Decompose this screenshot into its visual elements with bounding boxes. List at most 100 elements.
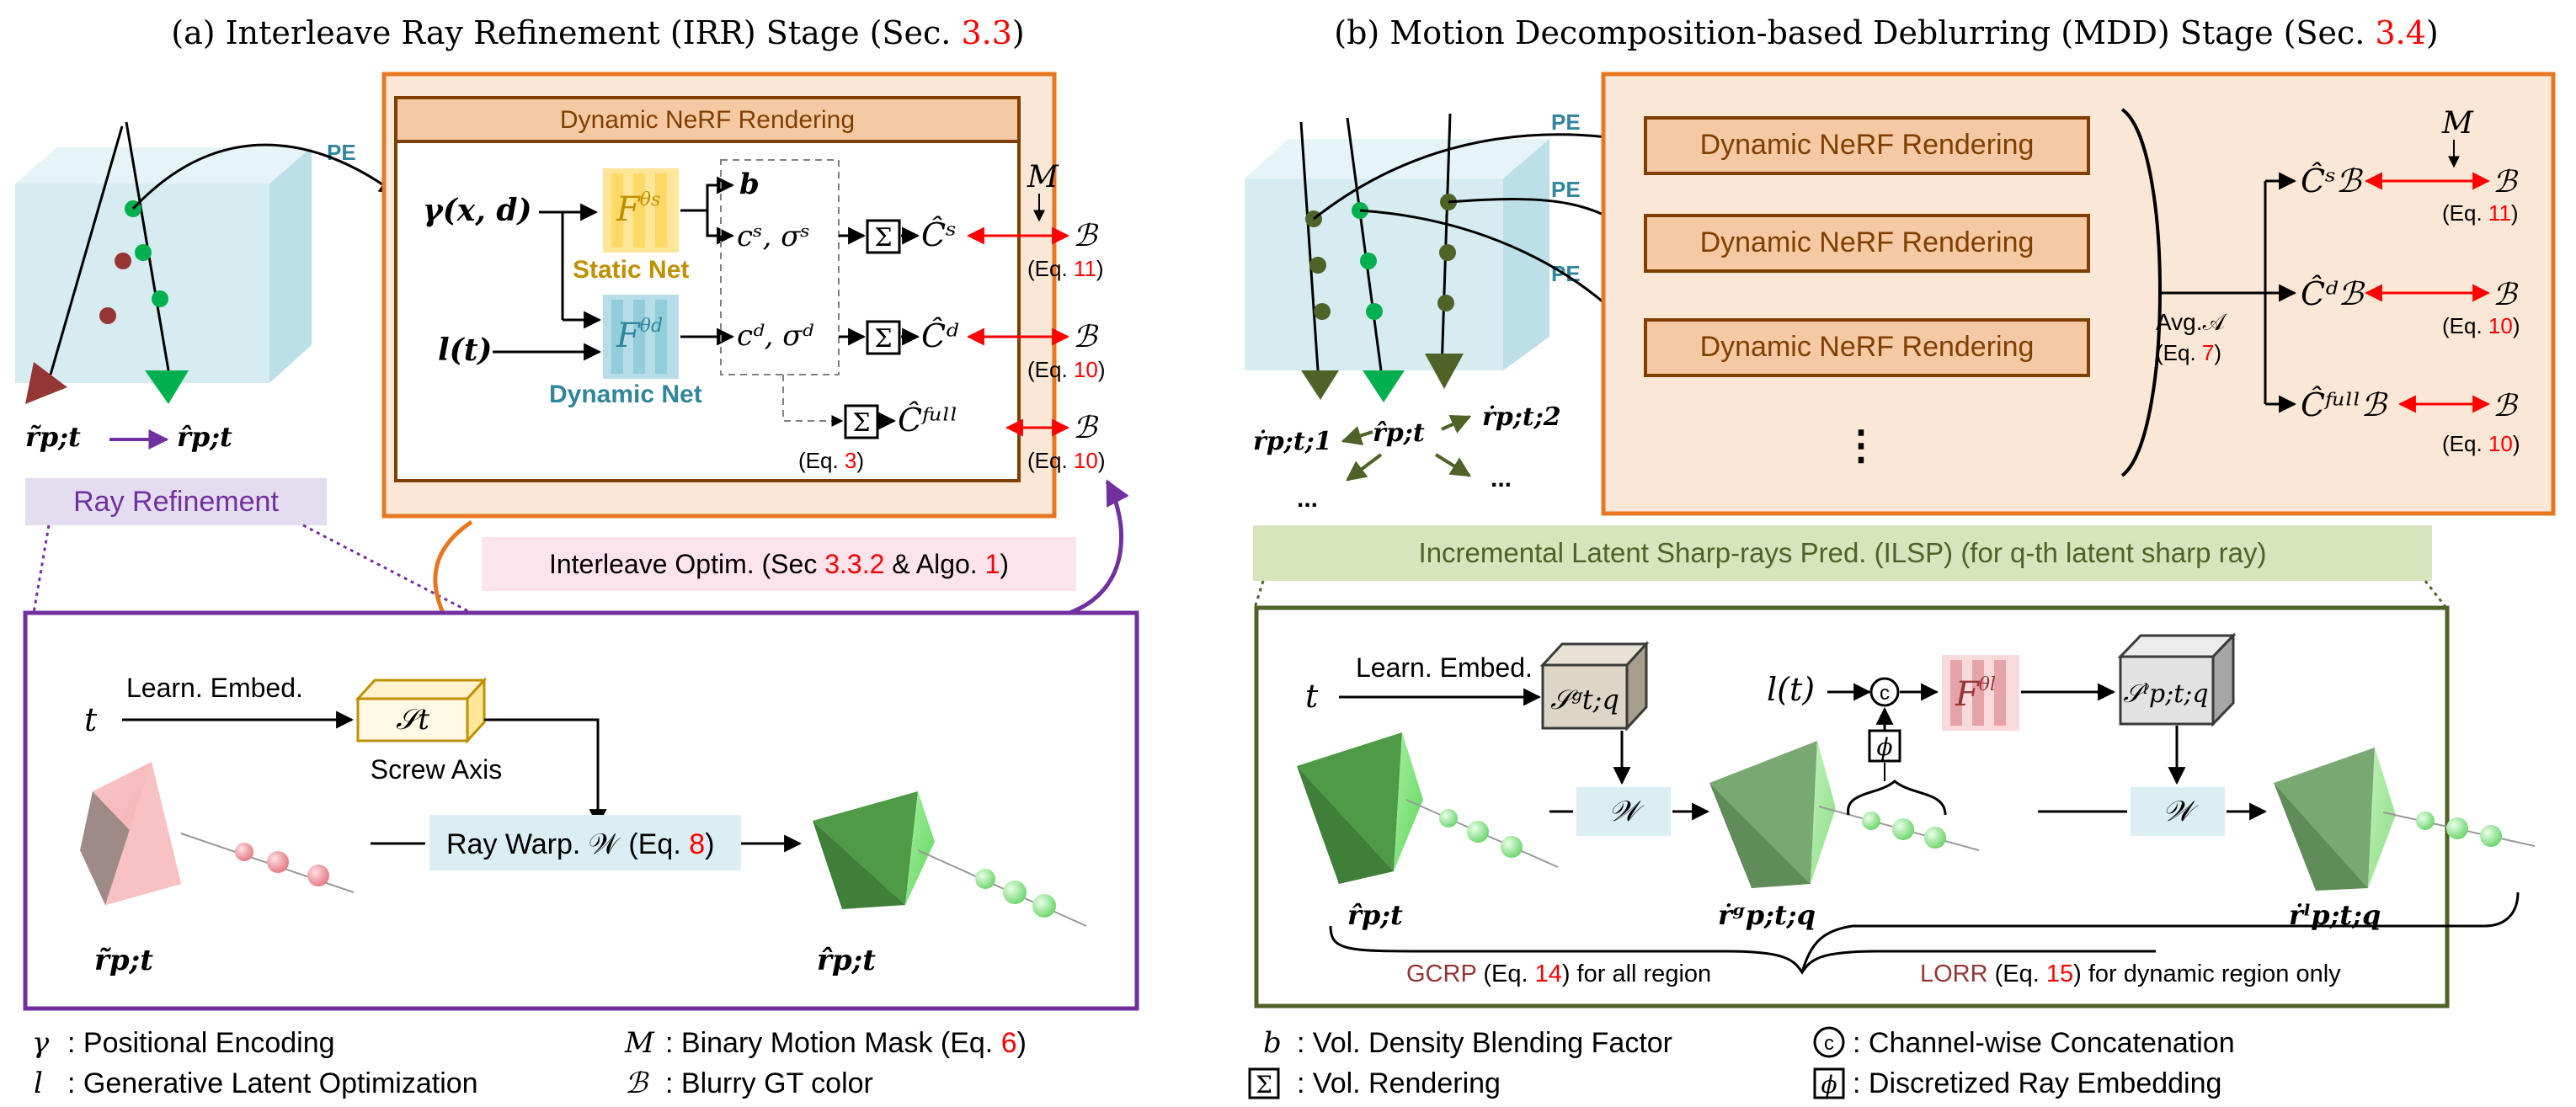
static-net-block [603,168,679,253]
legend-concat-text: : Channel-wise Concatenation [1853,1027,2235,1059]
svg-text:Σ: Σ [874,324,892,354]
stage-a-title: (a) Interleave Ray Refinement (IRR) Stag… [171,14,1024,51]
tag-dot-right [302,524,472,615]
legend-l-symbol: l [34,1067,43,1100]
lorr-brace [1800,891,2520,973]
legend-phi-symbol: ϕ [1821,1071,1837,1099]
gcrp-label: GCRP (Eq. 14) for all region [1406,961,1711,987]
screw-axis-label: Screw Axis [371,754,502,785]
svg-text:Σ: Σ [852,408,870,438]
b-output: b [739,168,760,201]
ilsp-panel [1254,605,2450,1009]
ray-tilde-pt: r̃p;t [94,944,153,977]
ilsp-title-bar [1253,525,2432,581]
rendering-box-b3 [1644,318,2090,377]
legend-sigma-text: : Vol. Rendering [1297,1067,1501,1099]
ray-warp-box [429,815,741,870]
rays-b [1299,113,1452,371]
legend-concat-symbol: c [1824,1032,1834,1055]
mask-m-a: M [1027,160,1059,194]
perturb-arrows [1341,415,1472,482]
legend-concat-circle [1813,1026,1845,1058]
dashed-group-box [720,159,840,375]
lt-input-a: l(t) [438,333,492,368]
screw-to-warp-arrow [484,718,607,828]
blurry-d-b: ℬ [2493,278,2519,312]
dynamic-net-label: Dynamic Net [549,381,702,408]
legend-bb-symbol: b [1263,1026,1282,1060]
lorr-label: LORR (Eq. 15) for dynamic region only [1920,961,2341,987]
blurry-full-a: ℬ [1073,411,1099,445]
legend-l-text: : Generative Latent Optimization [67,1067,478,1099]
legend-phi-box [1813,1067,1845,1099]
c-b-full: Ĉᶠᵘˡˡℬ [2301,386,2389,423]
f-static-symbol: Fθs [616,189,660,229]
lt-input-b: l(t) [1767,671,1815,708]
cs-out-arrow [706,210,735,245]
f-dynamic-symbol: Fθd [616,316,663,355]
camera-frustum-green-a [813,791,1087,927]
svg-text:Σ: Σ [874,223,892,253]
warp-box-l [2131,787,2225,836]
ray-refinement-tag [25,478,327,525]
legend-m-text: : Binary Motion Mask (Eq. 6) [665,1027,1027,1059]
camera-frustum-green-b3 [2274,748,2536,891]
interleave-arrow-up [1069,479,1129,615]
legend-gamma-text: : Positional Encoding [67,1027,335,1059]
ray-tilde-label-a: r̃p;t [25,421,81,453]
full-dashed-arrow [782,375,844,427]
ray-refinement-label: Ray Refinement [73,486,279,518]
legend-b-symbol: ℬ [625,1067,649,1100]
camera-frustum-green-b1 [1297,732,1559,884]
cd-output: cᵈ, σᵈ [737,319,813,353]
rendering-title-bar [394,96,1021,143]
learn-embed-b: Learn. Embed. [1356,652,1533,683]
camera-frustum-green-b2 [1709,741,1980,888]
legend-b-text: : Blurry GT color [665,1067,873,1099]
ray-1-label: ṙp;t;1 [1253,427,1332,456]
c-hat-s: Ĉˢ [921,216,957,253]
ilsp-dot-right [2424,580,2448,609]
eq3-label: (Eq. 3) [798,448,864,473]
c-b-s: Ĉˢℬ [2301,162,2364,200]
cs-output: cˢ, σˢ [737,220,810,253]
legend-gamma-symbol: γ [32,1026,50,1060]
learn-embed-a: Learn. Embed. [126,673,303,703]
c-hat-d: Ĉᵈ [921,317,959,354]
dynamic-net-block [603,295,679,379]
rendering-label-b1: Dynamic NeRF Rendering [1700,129,2035,161]
rendering-label-b3: Dynamic NeRF Rendering [1700,331,2035,363]
blurry-full-b: ℬ [2493,389,2519,423]
pe-label-b1: PE [1551,109,1581,135]
sl-cube [2117,632,2237,727]
ray-hat-pt-a: r̂p;t [817,944,876,977]
scene-cube-a [15,147,312,383]
latent-net-block [1942,655,2019,731]
sg-symbol: 𝒮ᵍt;q [1550,684,1619,716]
stage-b-title: (b) Motion Decomposition-based Deblurrin… [1334,14,2438,51]
eq11-label-a: (Eq. 11) [1027,256,1104,281]
eq10-label-b2: (Eq. 10) [2442,431,2520,456]
aggregate-brace [2120,108,2162,477]
ray-hat-label-b: r̂p;t [1373,418,1425,448]
tag-dot-left [32,524,51,614]
ray-refinement-panel [23,610,1139,1011]
b-out-arrow [706,176,735,210]
concat-symbol: c [1880,682,1890,705]
phi-box [1868,729,1901,763]
rendering-box-b1 [1644,116,2090,175]
ilsp-dot-left [1253,580,1265,609]
rendering-title-a: Dynamic NeRF Rendering [560,106,855,134]
warp-box-g [1576,787,1671,836]
ilsp-title: Incremental Latent Sharp-rays Pred. (ILS… [1419,537,2267,568]
screw-axis-box [355,677,488,744]
avg-label: Avg.𝒜 [2156,309,2228,335]
avg-eq-label: (Eq. 7) [2156,340,2221,365]
sl-symbol: 𝒮ˡp;t;q [2123,679,2208,709]
static-net-label: Static Net [573,256,689,284]
ray-2-label: ṙp;t;2 [1482,402,1561,432]
ray-warp-label: Ray Warp. 𝒲 (Eq. 8) [446,828,714,860]
camera-hat-a [145,370,189,404]
legend-phi-text: : Discretized Ray Embedding [1853,1067,2221,1099]
sigma-box-d: Σ [866,320,901,355]
